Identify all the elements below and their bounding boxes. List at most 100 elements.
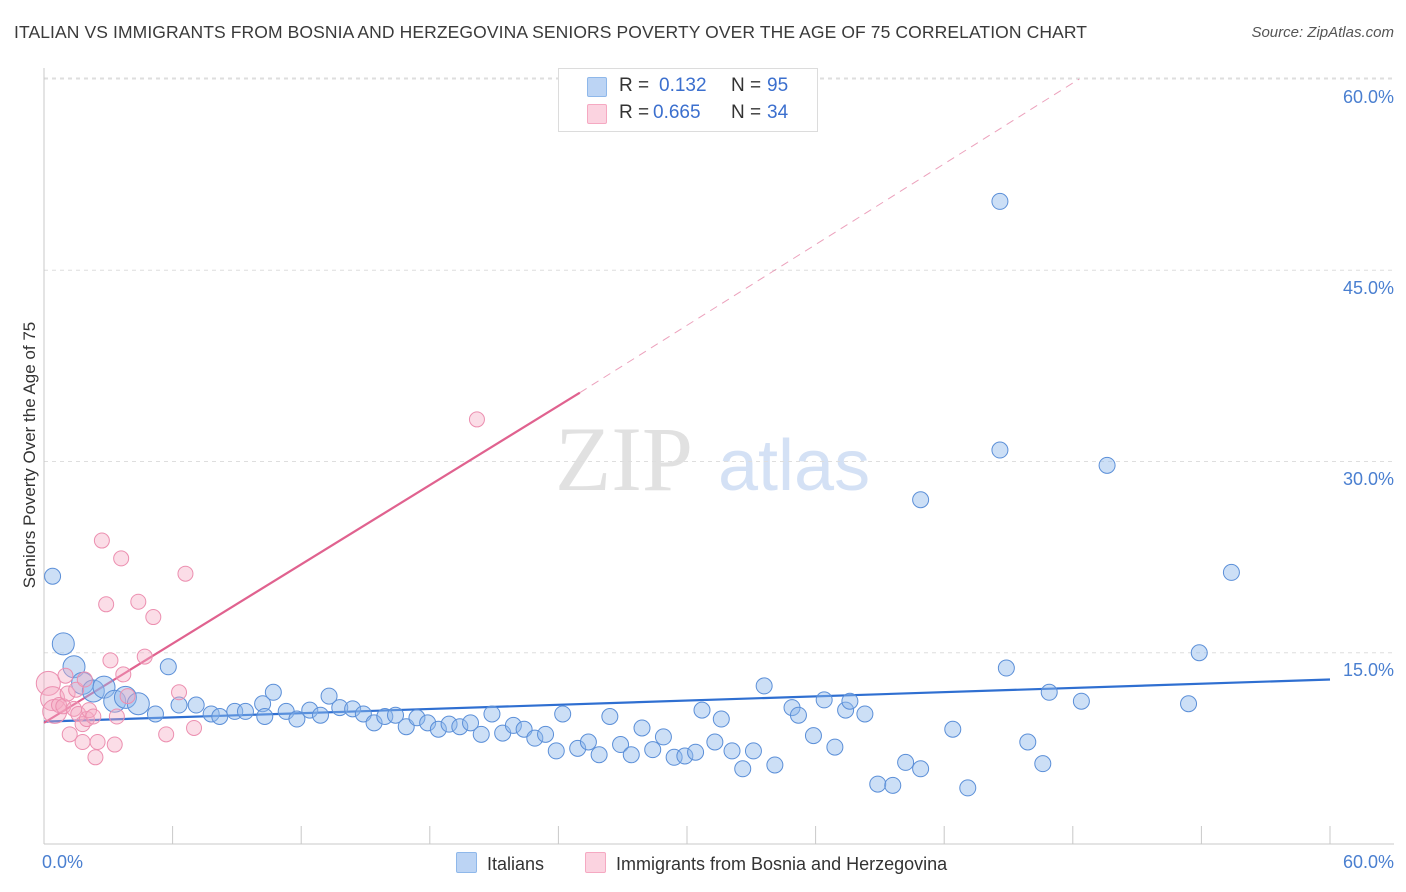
- point-italians: [159, 658, 177, 676]
- point-bosnia: [113, 550, 130, 567]
- point-italians: [365, 714, 383, 732]
- trend-line-italians: [43, 678, 1331, 723]
- point-italians: [419, 714, 437, 732]
- point-bosnia: [98, 596, 115, 613]
- bottom-legend-swatch-bosnia: [585, 852, 606, 873]
- point-italians: [912, 760, 930, 778]
- point-italians: [991, 441, 1009, 459]
- point-italians: [554, 705, 572, 723]
- point-italians: [331, 699, 349, 717]
- point-bosnia: [171, 684, 188, 701]
- axes: [43, 68, 1394, 845]
- point-italians: [462, 714, 480, 732]
- trend-line-bosnia: [43, 391, 581, 724]
- y-tick-label-15: 15.0%: [1342, 660, 1394, 680]
- point-italians: [687, 743, 705, 761]
- point-italians: [841, 692, 859, 710]
- point-italians: [146, 705, 164, 723]
- point-italians: [320, 687, 338, 705]
- y-tick-label-60: 60.0%: [1342, 87, 1394, 107]
- point-italians: [944, 720, 962, 738]
- point-italians: [408, 709, 426, 727]
- point-italians: [912, 491, 930, 509]
- point-bosnia: [106, 736, 123, 753]
- point-italians: [256, 708, 274, 725]
- point-italians: [991, 192, 1009, 210]
- point-italians: [187, 696, 205, 714]
- point-italians: [264, 683, 282, 701]
- point-italians: [1072, 692, 1090, 710]
- x-tick-label-max: 60.0%: [1342, 852, 1394, 872]
- point-italians: [537, 725, 555, 743]
- legend-n-label: N =: [731, 102, 762, 123]
- point-bosnia: [136, 648, 153, 665]
- point-italians: [869, 775, 887, 793]
- point-italians: [744, 742, 762, 760]
- point-bosnia: [68, 681, 85, 698]
- gridlines: [44, 77, 1394, 654]
- point-italians: [633, 719, 651, 737]
- point-italians: [622, 746, 640, 764]
- point-italians: [170, 696, 188, 714]
- point-italians: [211, 708, 229, 725]
- correlation-legend: R = 0.132 N = 95 R = 0.665 N = 34: [558, 68, 818, 132]
- point-italians: [612, 736, 630, 754]
- bottom-legend-swatch-italians: [456, 852, 477, 873]
- point-bosnia: [57, 667, 74, 684]
- bottom-legend-label-italians: Italians: [487, 854, 545, 874]
- bottom-legend-label-bosnia: Immigrants from Bosnia and Herzegovina: [616, 854, 948, 874]
- point-bosnia: [85, 708, 102, 725]
- point-italians: [472, 725, 490, 743]
- point-bosnia: [115, 666, 132, 683]
- point-italians: [654, 728, 672, 746]
- source-label: Source: ZipAtlas.com: [1251, 24, 1394, 41]
- point-italians: [579, 733, 597, 751]
- point-bosnia: [158, 726, 175, 743]
- point-italians: [504, 716, 522, 734]
- legend-r-label: R =: [619, 102, 650, 123]
- point-italians: [897, 753, 915, 771]
- point-italians: [440, 715, 458, 733]
- point-italians: [1180, 695, 1198, 713]
- x-tick-label-min: 0.0%: [42, 852, 84, 872]
- point-italians: [254, 695, 272, 713]
- y-tick-label-30: 30.0%: [1342, 469, 1394, 489]
- point-italians: [547, 742, 565, 760]
- point-italians: [766, 756, 784, 774]
- point-italians: [997, 659, 1015, 677]
- point-italians: [856, 705, 874, 723]
- point-bosnia: [130, 593, 147, 610]
- point-bosnia: [102, 652, 119, 669]
- legend-r-value-bosnia: 0.665: [653, 102, 701, 123]
- point-italians: [1040, 683, 1058, 701]
- point-italians: [311, 706, 329, 724]
- point-bosnia: [74, 734, 91, 750]
- point-italians: [676, 747, 694, 765]
- bottom-legend-bosnia: Immigrants from Bosnia and Herzegovina: [585, 852, 947, 875]
- series-bosnia: [35, 411, 485, 766]
- legend-n-value-italians: 95: [767, 75, 789, 96]
- point-italians: [601, 708, 619, 725]
- point-italians: [344, 700, 362, 718]
- point-bosnia: [177, 565, 194, 582]
- point-italians: [693, 701, 711, 719]
- chart-title: ITALIAN VS IMMIGRANTS FROM BOSNIA AND HE…: [14, 22, 1088, 42]
- point-bosnia: [186, 719, 203, 736]
- trend-line-bosnia-extension: [579, 78, 1080, 394]
- point-bosnia: [119, 688, 136, 705]
- point-italians: [1019, 733, 1037, 751]
- point-bosnia: [35, 670, 61, 696]
- series-italians: [44, 192, 1240, 797]
- legend-n-label: N =: [731, 75, 762, 96]
- point-italians: [483, 705, 501, 723]
- legend-swatch-bosnia: [587, 104, 607, 124]
- point-italians: [429, 720, 447, 738]
- point-bosnia: [468, 411, 485, 428]
- legend-r-label: R =: [619, 75, 650, 96]
- point-italians: [590, 746, 608, 764]
- point-italians: [451, 718, 469, 736]
- bottom-legend-italians: Italians: [456, 852, 544, 875]
- y-tick-label-45: 45.0%: [1342, 278, 1394, 298]
- point-italians: [644, 741, 662, 759]
